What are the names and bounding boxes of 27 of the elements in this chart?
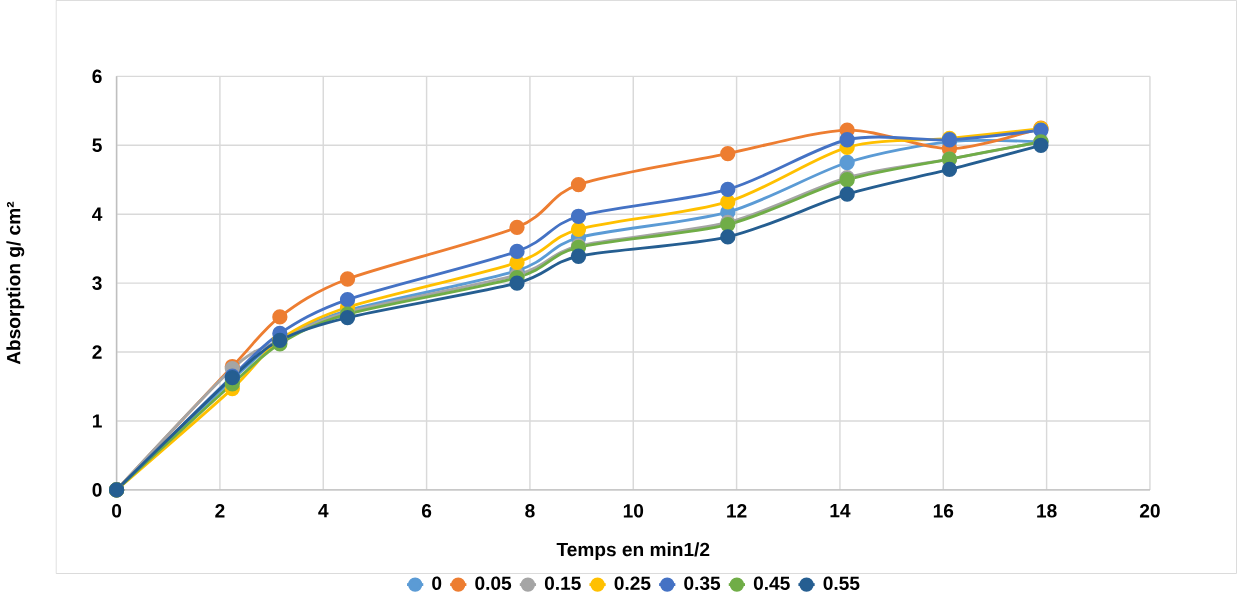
y-tick-label: 5 bbox=[92, 138, 102, 153]
x-axis-title: Temps en min1/2 bbox=[556, 542, 710, 561]
y-tick-label: 3 bbox=[92, 276, 102, 291]
legend-label: 0.35 bbox=[684, 576, 721, 591]
x-tick-label: 2 bbox=[215, 504, 225, 518]
x-tick-label: 10 bbox=[623, 504, 644, 518]
y-axis-title: Absorption g/ cm² bbox=[6, 202, 25, 365]
x-tick-label: 16 bbox=[933, 504, 954, 518]
y-tick-label: 4 bbox=[92, 207, 103, 221]
x-tick-label: 18 bbox=[1037, 504, 1057, 518]
legend-label: 0.05 bbox=[475, 576, 512, 591]
x-tick-label: 0 bbox=[112, 504, 122, 518]
x-tick-label: 4 bbox=[318, 504, 329, 518]
y-tick-label: 6 bbox=[92, 69, 102, 84]
legend-label: 0 bbox=[432, 576, 442, 591]
x-tick-label: 14 bbox=[830, 504, 851, 518]
y-tick-label: 0 bbox=[92, 483, 102, 497]
legend-label: 0.15 bbox=[544, 576, 581, 591]
y-tick-label: 2 bbox=[92, 345, 102, 359]
x-tick-label: 8 bbox=[525, 504, 535, 518]
legend-label: 0.55 bbox=[823, 576, 860, 591]
x-tick-label: 20 bbox=[1139, 504, 1160, 518]
x-tick-label: 6 bbox=[421, 504, 432, 518]
legend-label: 0.45 bbox=[753, 576, 790, 591]
legend-label: 0.25 bbox=[614, 576, 651, 591]
y-tick-label: 1 bbox=[92, 414, 102, 428]
x-tick-label: 12 bbox=[727, 504, 747, 518]
